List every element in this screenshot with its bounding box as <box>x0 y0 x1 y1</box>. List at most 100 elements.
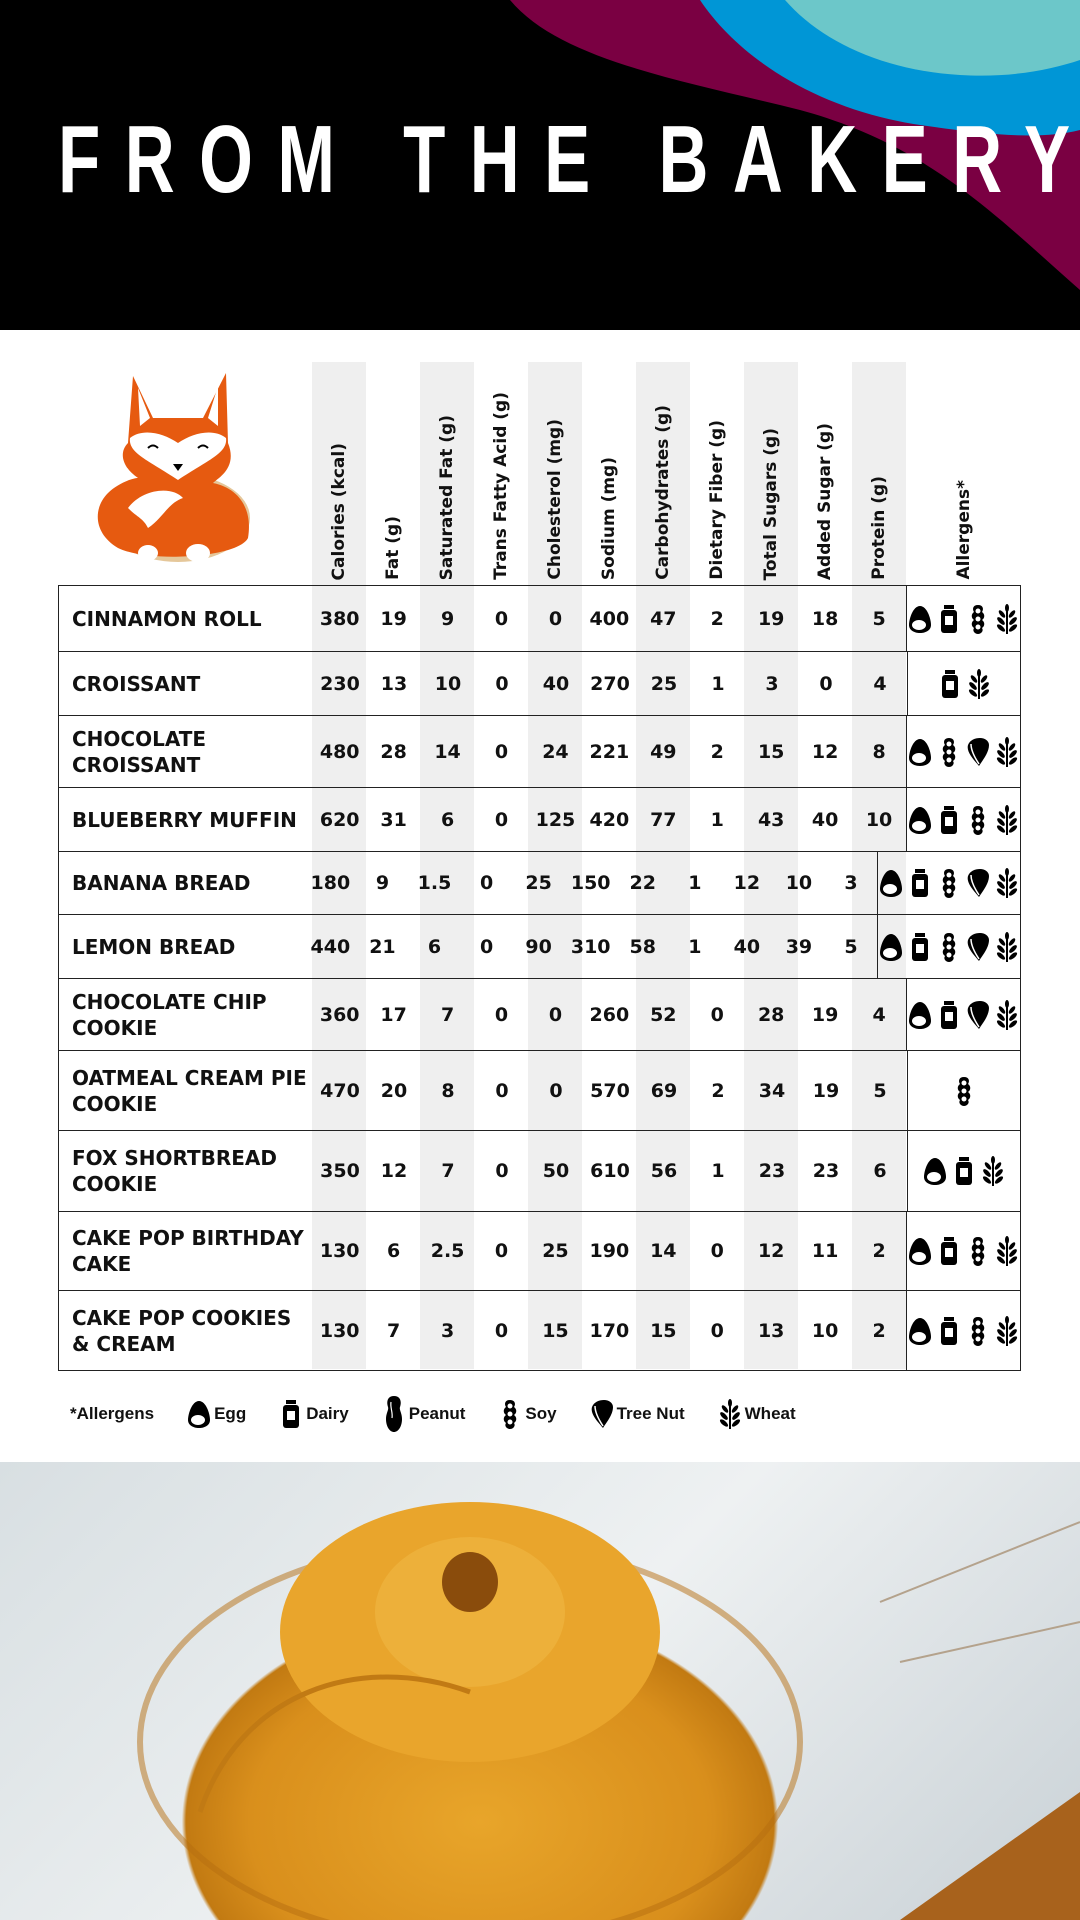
cell-value: 0 <box>494 1319 509 1342</box>
table-row: LEMON BREAD 440 21 6 0 90 310 58 1 40 39 5 <box>59 914 1020 978</box>
cell-value: 10 <box>785 872 813 894</box>
tree-nut-icon <box>965 736 991 768</box>
cell-value: 15 <box>757 740 785 763</box>
cell-value: 14 <box>434 740 461 763</box>
item-name: CROISSANT <box>72 671 201 696</box>
cell-value: 260 <box>589 1003 630 1026</box>
cell-value: 20 <box>380 1079 408 1102</box>
cell-value: 0 <box>495 1079 509 1102</box>
cell-value: 440 <box>310 935 351 958</box>
egg-icon <box>907 1315 933 1347</box>
cell-value: 170 <box>589 1319 630 1342</box>
cell-value: 2 <box>872 1240 886 1262</box>
wheat-icon <box>994 931 1020 963</box>
legend-item-egg: Egg <box>186 1394 246 1434</box>
legend-label: Soy <box>525 1404 557 1423</box>
cell-value: 0 <box>548 607 563 630</box>
cell-value: 7 <box>440 1003 455 1026</box>
cell-value: 50 <box>542 1160 570 1182</box>
cell-value: 6 <box>873 1160 887 1182</box>
wheat-icon <box>717 1394 743 1434</box>
column-header: Cholesterol (mg) <box>528 362 582 580</box>
wheat-icon <box>994 1315 1020 1347</box>
legend-item-peanut: Peanut <box>381 1394 465 1434</box>
cell-value: 12 <box>380 1160 408 1182</box>
cell-value: 39 <box>785 935 813 958</box>
wheat-icon <box>994 867 1020 899</box>
column-shade <box>744 362 798 1369</box>
cell-value: 0 <box>494 607 509 630</box>
allergen-icons <box>907 652 1020 715</box>
column-header-label: Trans Fatty Acid (g) <box>491 392 511 580</box>
allergen-icons <box>906 788 1020 851</box>
cell-value: 0 <box>494 1003 509 1026</box>
column-shade <box>528 362 582 1369</box>
cell-value: 570 <box>590 1079 630 1102</box>
cell-value: 40 <box>733 935 761 958</box>
cell-value: 8 <box>441 1079 455 1102</box>
egg-icon <box>878 931 904 963</box>
cell-value: 0 <box>549 1079 563 1102</box>
cell-value: 90 <box>525 935 552 958</box>
cell-value: 8 <box>872 740 886 763</box>
cell-value: 7 <box>387 1319 401 1342</box>
cell-value: 130 <box>319 1319 360 1342</box>
wheat-icon <box>966 668 992 700</box>
legend-label: Tree Nut <box>616 1404 685 1423</box>
cell-value: 125 <box>535 808 576 831</box>
dairy-icon <box>951 1155 977 1187</box>
cell-value: 2 <box>872 1319 886 1342</box>
egg-icon <box>186 1394 212 1434</box>
column-shade <box>636 362 690 1369</box>
cell-value: 23 <box>812 1160 840 1182</box>
cell-value: 9 <box>375 872 390 894</box>
cell-value: 25 <box>650 672 678 695</box>
cell-value: 480 <box>319 740 360 763</box>
column-header-label: Cholesterol (mg) <box>545 419 565 580</box>
legend-item-wheat: Wheat <box>717 1394 796 1434</box>
cell-value: 2 <box>710 740 724 763</box>
cell-value: 380 <box>319 607 360 630</box>
cell-value: 47 <box>650 607 677 630</box>
cell-value: 5 <box>872 607 886 630</box>
cell-value: 77 <box>650 808 677 831</box>
column-header: Fat (g) <box>366 362 420 580</box>
cell-value: 21 <box>369 935 396 958</box>
cell-value: 12 <box>811 740 839 763</box>
cell-value: 0 <box>479 872 494 894</box>
soy-icon <box>951 1075 977 1107</box>
cell-value: 190 <box>589 1240 630 1262</box>
cell-value: 15 <box>542 1319 569 1342</box>
dairy-icon <box>936 1235 962 1267</box>
column-header: Trans Fatty Acid (g) <box>474 362 528 580</box>
legend-label: Dairy <box>306 1404 349 1423</box>
egg-icon <box>907 736 933 768</box>
dairy-icon <box>278 1394 304 1434</box>
cell-value: 7 <box>441 1160 455 1182</box>
egg-icon <box>878 867 904 899</box>
wheat-icon <box>994 804 1020 836</box>
dairy-icon <box>936 603 962 635</box>
cell-value: 34 <box>758 1079 786 1102</box>
cell-value: 230 <box>320 672 360 695</box>
item-name: BLUEBERRY MUFFIN <box>72 807 297 832</box>
cell-value: 6 <box>387 1240 401 1262</box>
item-name: BANANA BREAD <box>72 871 251 895</box>
cell-value: 0 <box>495 1160 509 1182</box>
dairy-icon <box>936 999 962 1031</box>
table-row: CAKE POP BIRTHDAY CAKE 130 6 2.5 0 25 190 14 0 12… <box>59 1211 1020 1290</box>
cell-value: 56 <box>650 1160 678 1182</box>
cell-value: 49 <box>650 740 677 763</box>
wheat-icon <box>994 999 1020 1031</box>
cell-value: 221 <box>589 740 630 763</box>
cell-value: 2 <box>711 1079 725 1102</box>
cell-value: 1.5 <box>417 872 452 894</box>
cell-value: 2.5 <box>430 1240 465 1262</box>
column-header: Added Sugar (g) <box>798 362 852 580</box>
fox-cookie-image <box>97 373 250 562</box>
item-name: OATMEAL CREAM PIE COOKIE <box>72 1065 307 1116</box>
cell-value: 0 <box>710 1003 724 1026</box>
legend-label: Egg <box>214 1404 247 1423</box>
cell-value: 40 <box>542 672 570 695</box>
legend-item-tree-nut: Tree Nut <box>589 1394 685 1434</box>
